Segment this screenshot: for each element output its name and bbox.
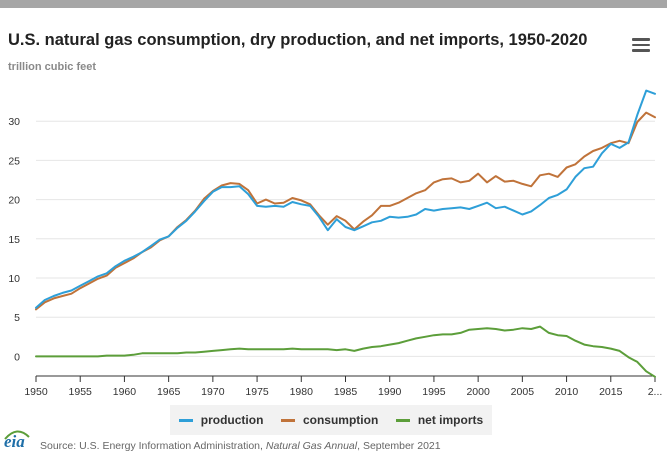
chart-title: U.S. natural gas consumption, dry produc…	[8, 31, 588, 49]
top-border	[0, 0, 667, 8]
y-tick-label: 10	[8, 273, 20, 285]
legend-item-net-imports[interactable]: net imports	[395, 413, 484, 427]
line-chart: 0 5 10 15 20 25 30 1950 1955 1960 1965 1970 1975 1980…	[8, 89, 663, 398]
legend-label-net-imports: net imports	[417, 413, 484, 427]
x-tick-label: 1995	[422, 386, 446, 398]
x-tick-label: 1985	[334, 386, 358, 398]
x-tick-label: 2...	[648, 386, 663, 398]
source-prefix: Source: U.S. Energy Information Administ…	[40, 440, 266, 452]
x-tick-label: 1975	[245, 386, 269, 398]
menu-bar-3	[632, 49, 650, 52]
x-tick-label: 2000	[466, 386, 490, 398]
eia-logo: eia	[4, 432, 25, 451]
legend-item-production[interactable]: production	[178, 413, 264, 427]
x-tick-label: 2015	[599, 386, 623, 398]
x-tick-label: 1950	[24, 386, 48, 398]
x-tick-label: 1980	[290, 386, 314, 398]
chart-subtitle: trillion cubic feet	[8, 61, 97, 73]
y-tick-label: 20	[8, 195, 20, 207]
source-note: Source: U.S. Energy Information Administ…	[40, 440, 441, 452]
source-suffix: , September 2021	[357, 440, 441, 452]
x-tick-label: 2010	[555, 386, 579, 398]
y-tick-label: 30	[8, 116, 20, 128]
x-tick-label: 2005	[511, 386, 535, 398]
x-tick-label: 1970	[201, 386, 225, 398]
legend-swatch-net-imports	[395, 418, 410, 422]
chart-legend: production consumption net imports	[170, 405, 492, 435]
eia-logo-arc-icon	[4, 430, 30, 440]
menu-bar-1	[632, 38, 650, 41]
x-tick-label: 1960	[113, 386, 137, 398]
legend-swatch-production	[178, 418, 193, 422]
legend-label-production: production	[200, 413, 264, 427]
series-line-production	[35, 89, 656, 309]
series-line-consumption	[35, 111, 656, 311]
source-publication: Natural Gas Annual	[265, 440, 358, 452]
menu-bar-2	[632, 43, 650, 47]
footer: eia Source: U.S. Energy Information Admi…	[0, 428, 667, 457]
hamburger-menu-icon[interactable]	[632, 38, 650, 52]
legend-swatch-consumption	[280, 418, 295, 422]
series-line-net-imports	[35, 325, 656, 378]
x-tick-label: 1955	[69, 386, 93, 398]
legend-label-consumption: consumption	[302, 413, 379, 427]
legend-item-consumption[interactable]: consumption	[280, 413, 379, 427]
x-tick-label: 1965	[157, 386, 181, 398]
y-tick-label: 0	[14, 351, 20, 363]
x-tick-label: 1990	[378, 386, 402, 398]
y-tick-label: 15	[8, 234, 20, 246]
y-tick-label: 5	[14, 312, 20, 324]
y-tick-label: 25	[8, 155, 20, 167]
